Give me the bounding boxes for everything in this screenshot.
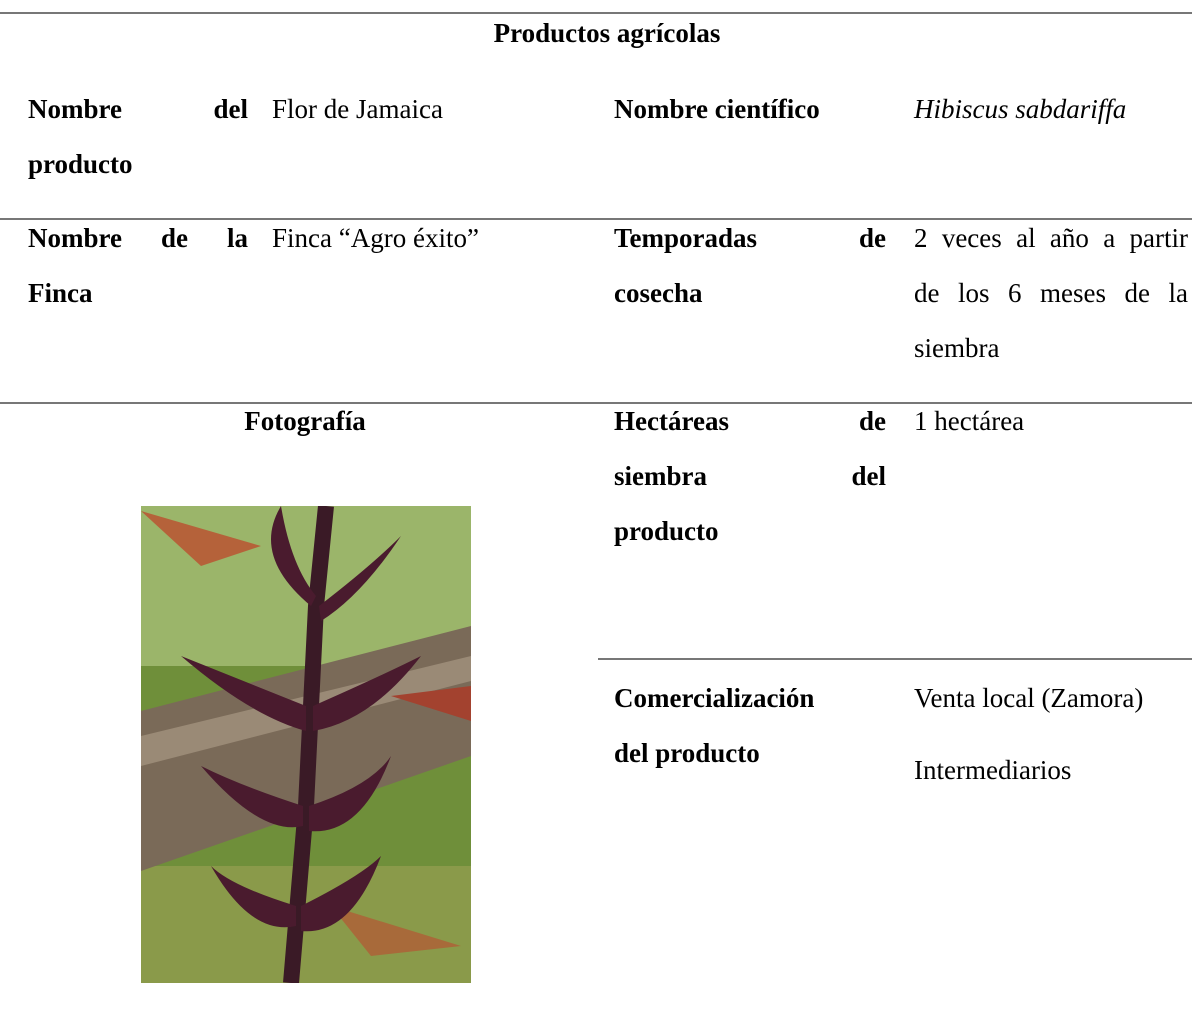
table-cell: 2 veces al año a partir de los 6 meses de la siembra (914, 211, 1188, 376)
cell-line: siembra del (614, 461, 886, 491)
cell-line: Finca “Agro éxito” (272, 223, 479, 253)
table-cell: Temporadas de cosecha (614, 211, 886, 321)
table-cell: Finca “Agro éxito” (272, 211, 592, 266)
rule (0, 12, 1192, 14)
cell-line: Hectáreas de (614, 406, 886, 436)
rule (0, 218, 1192, 220)
cell-line: Temporadas de (614, 223, 886, 253)
table-cell: Hectáreas de siembra del producto (614, 394, 886, 559)
cell-line: Nombre de la (28, 223, 248, 253)
table-title: Productos agrícolas (493, 18, 721, 48)
cell-line: 1 hectárea (914, 406, 1025, 436)
table-cell: Hibiscus sabdariffa (914, 82, 1188, 137)
cell-line: Fotografía (244, 406, 366, 436)
cell-line: producto (614, 516, 719, 546)
cell-line: Flor de Jamaica (272, 94, 443, 124)
cell-line: 2 veces al año a partir (914, 223, 1188, 253)
table-cell: Nombre del producto (28, 82, 248, 192)
table-cell: 1 hectárea (914, 394, 1188, 449)
table-cell: Nombre científico (614, 82, 886, 137)
cell-line: Venta local (Zamora) (914, 683, 1144, 713)
table-cell: Comercialización del producto (614, 671, 886, 781)
table-cell: Fotografía (0, 394, 610, 449)
cell-line: del producto (614, 738, 760, 768)
cell-line: Hibiscus sabdariffa (914, 94, 1127, 124)
table-cell: Venta local (Zamora) Intermediarios (914, 671, 1188, 798)
table-cell: Flor de Jamaica (272, 82, 592, 137)
cell-line: Finca (28, 278, 93, 308)
rule (0, 402, 1192, 404)
cell-line: cosecha (614, 278, 703, 308)
cell-line: Nombre científico (614, 94, 820, 124)
cell-line: Nombre del (28, 94, 248, 124)
photo (141, 506, 471, 983)
cell-line: producto (28, 149, 133, 179)
cell-line: siembra (914, 333, 1000, 363)
rule (598, 658, 1192, 660)
cell-line: Intermediarios (914, 755, 1072, 785)
cell-line: Comercialización (614, 683, 815, 713)
table-cell: Nombre de la Finca (28, 211, 248, 321)
cell-line: de los 6 meses de la (914, 278, 1188, 308)
